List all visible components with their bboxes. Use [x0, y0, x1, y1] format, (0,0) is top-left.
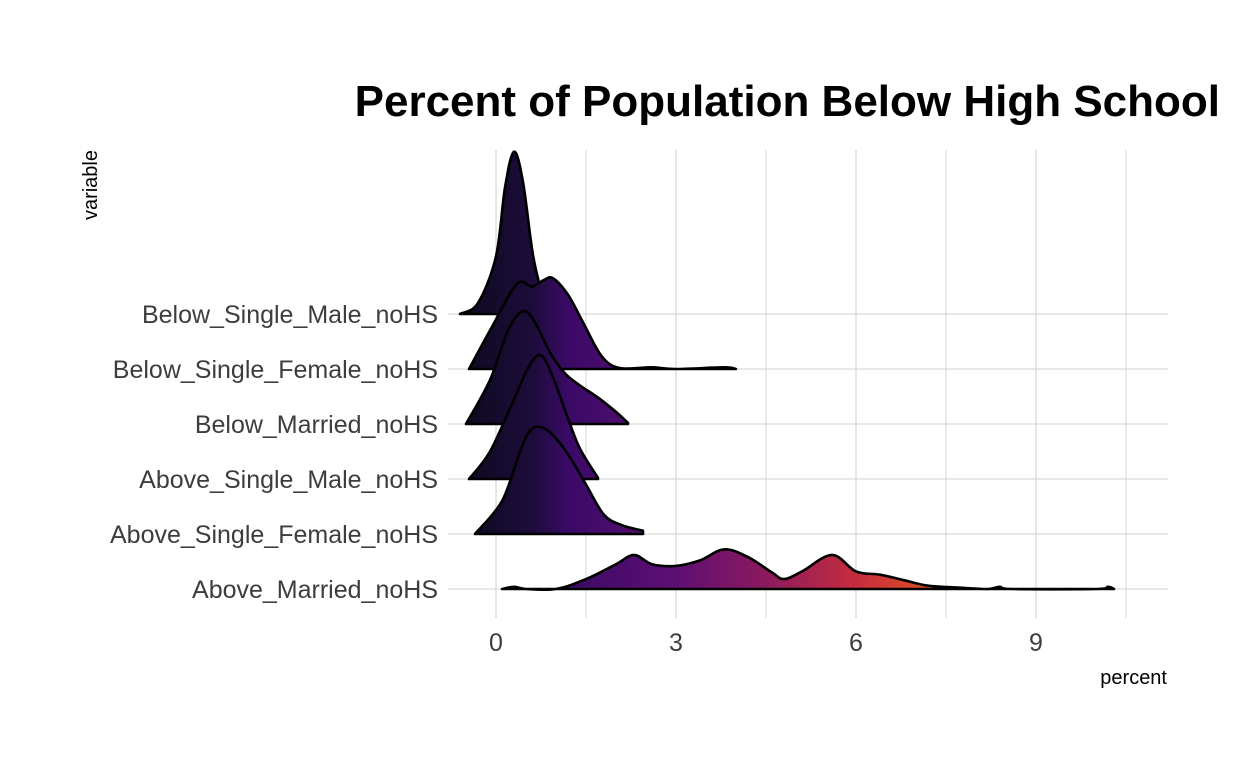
- x-tick-label: 9: [1029, 629, 1043, 657]
- y-tick-label: Below_Single_Male_noHS: [142, 301, 438, 329]
- y-tick-label: Above_Single_Female_noHS: [110, 521, 438, 549]
- y-axis-title: variable: [80, 150, 102, 220]
- x-tick-label: 6: [849, 629, 863, 657]
- x-axis-title: percent: [1100, 667, 1167, 689]
- y-tick-label: Below_Single_Female_noHS: [113, 356, 438, 384]
- y-tick-label: Above_Single_Male_noHS: [139, 466, 438, 494]
- ridge-above-married-nohs: [500, 548, 1116, 592]
- y-tick-label: Above_Married_noHS: [192, 576, 438, 604]
- y-tick-label: Below_Married_noHS: [195, 411, 438, 439]
- x-tick-label: 0: [489, 629, 503, 657]
- x-tick-label: 3: [669, 629, 683, 657]
- chart-title: Percent of Population Below High School: [355, 77, 1220, 126]
- ridge-above-single-male-nohs: [467, 353, 600, 481]
- ridge-above-single-female-nohs: [473, 425, 645, 536]
